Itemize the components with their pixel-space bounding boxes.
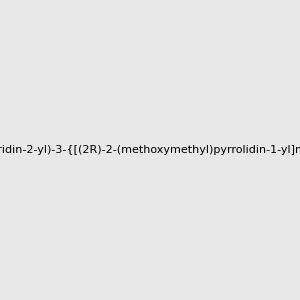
Text: N-(4,6-dimethylpyridin-2-yl)-3-{[(2R)-2-(methoxymethyl)pyrrolidin-1-yl]methyl}be: N-(4,6-dimethylpyridin-2-yl)-3-{[(2R)-2-…	[0, 145, 300, 155]
